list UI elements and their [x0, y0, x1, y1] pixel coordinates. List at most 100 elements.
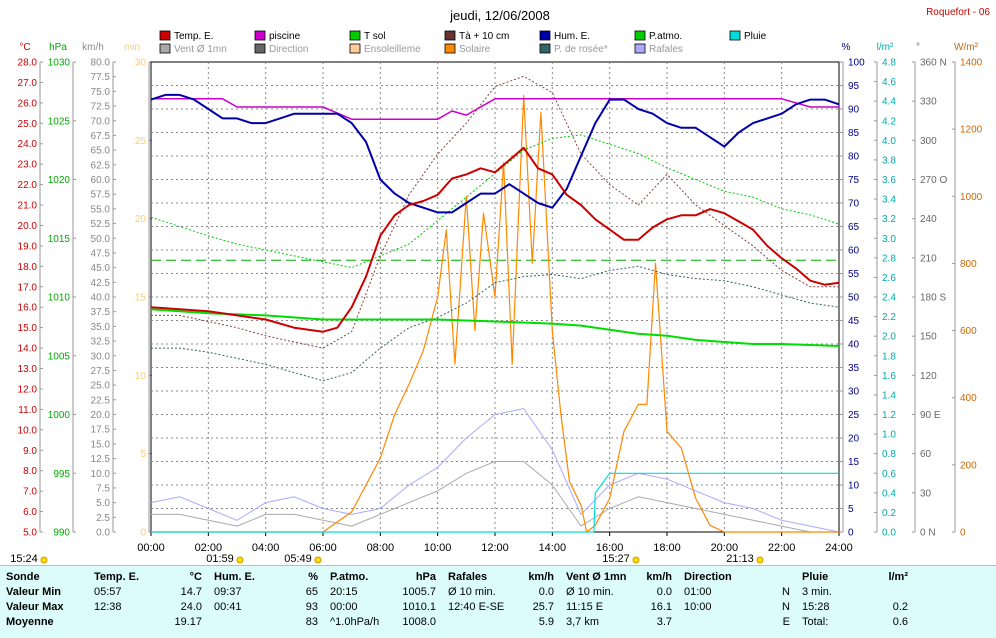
footer-row: E [684, 615, 794, 630]
press-tick-label: 1025 [48, 116, 71, 127]
wind-tick-label: 12.5 [91, 454, 111, 465]
footer-row: Total: 0.6 [802, 615, 912, 630]
press-tick-label: 1005 [48, 351, 71, 362]
marker-sun-icon [632, 556, 640, 564]
hum-tick-label: 85 [848, 128, 860, 139]
footer-header-unit: km/h [646, 571, 672, 583]
solar-tick-label: 600 [960, 326, 977, 337]
temp-tick-label: 24.0 [18, 139, 38, 150]
legend-swatch [159, 43, 171, 54]
legend-swatch [729, 30, 741, 41]
marker-sunset-icon [756, 556, 764, 564]
footer-header-unit: °C [189, 571, 202, 583]
solar-tick-label: 800 [960, 259, 977, 270]
wind-tick-label: 25.0 [91, 381, 111, 392]
x-tick-label: 14:00 [539, 542, 567, 554]
wind-tick-label: 77.5 [91, 72, 111, 83]
wind-tick-label: 10.0 [91, 469, 111, 480]
temp-tick-label: 12.0 [18, 384, 38, 395]
series-vent-1mn [151, 461, 839, 533]
hum-tick-label: 70 [848, 199, 860, 210]
wind-tick-label: 42.5 [91, 278, 111, 289]
hum-tick-label: 50 [848, 293, 860, 304]
rain-tick-label: 1.2 [882, 410, 896, 421]
legend-label: Vent Ø 1mn [174, 44, 227, 55]
temp-tick-label: 23.0 [18, 160, 38, 171]
footer-cell-value: 83 [305, 616, 318, 628]
legend-label: Hum. E. [554, 31, 590, 42]
marker-moon-set-icon [236, 556, 244, 564]
rain-tick-label: 4.8 [882, 58, 896, 69]
legend-label: P. de rosée* [554, 44, 608, 55]
rain-tick-label: 2.6 [882, 273, 896, 284]
legend-swatch [159, 30, 171, 41]
footer-cell-time: 09:37 [214, 586, 242, 598]
marker-sunrise-icon [314, 556, 322, 564]
statistics-footer: Sonde Valeur Min Valeur Max Moyenne Temp. E.… [0, 565, 996, 638]
hum-tick-label: 75 [848, 175, 860, 186]
dir-axis-unit: ° [916, 42, 920, 53]
wind-tick-label: 17.5 [91, 425, 111, 436]
wind-tick-label: 37.5 [91, 307, 111, 318]
footer-cell-value: 5.9 [538, 616, 554, 628]
legend-swatch [349, 43, 361, 54]
footer-cell-time: 12:38 [94, 601, 122, 613]
legend-swatch [539, 43, 551, 54]
footer-row: Valeur Min [6, 585, 86, 600]
marker-sunrise-prev-icon [40, 556, 48, 564]
axes: °C 5.0 6.0 7.0 8.0 9.0 10.0 11.0 12.0 13.0 14.0 15.… [18, 42, 983, 554]
wind-tick-label: 50.0 [91, 234, 111, 245]
wind-axis-unit: km/h [82, 42, 104, 53]
temp-tick-label: 11.0 [18, 405, 37, 416]
marker-sunset-label: 21:13 [726, 553, 754, 565]
temp-tick-label: 25.0 [18, 119, 38, 130]
footer-header-unit: km/h [528, 571, 554, 583]
press-tick-label: 1015 [48, 234, 71, 245]
rain-tick-label: 0.6 [882, 469, 896, 480]
hum-tick-label: 60 [848, 246, 860, 257]
rain-tick-label: 2.2 [882, 312, 896, 323]
wind-tick-label: 75.0 [91, 87, 111, 98]
wind-tick-label: 2.5 [96, 513, 110, 524]
wind-tick-label: 57.5 [91, 190, 111, 201]
hum-tick-label: 5 [848, 504, 854, 515]
footer-row: 19.17 [94, 615, 206, 630]
rain-tick-label: 1.8 [882, 351, 896, 362]
rain-tick-label: 0.4 [882, 488, 896, 499]
footer-col-4: Rafales km/h Ø 10 min. 0.0 12:40 E-SE 25.7 5.9 [448, 570, 558, 630]
temp-tick-label: 26.0 [18, 98, 38, 109]
legend-label: Direction [269, 44, 308, 55]
legend-swatch [254, 30, 266, 41]
footer-row: Moyenne [6, 615, 86, 630]
footer-cell-value: 16.1 [650, 601, 672, 613]
footer-row-label: Valeur Min [6, 586, 62, 598]
x-tick-label: 04:00 [252, 542, 280, 554]
solar-tick-label: 400 [960, 393, 977, 404]
chart-title: jeudi, 12/06/2008 [449, 8, 550, 23]
footer-cell-time: 12:40 E-SE [448, 601, 505, 613]
wind-tick-label: 5.0 [96, 498, 110, 509]
press-tick-label: 1000 [48, 410, 71, 421]
footer-header: Direction [684, 570, 794, 585]
solar-tick-label: 0 [960, 528, 966, 539]
dir-tick-label: 150 [920, 332, 937, 343]
footer-cell-value: N [782, 601, 790, 613]
dir-tick-label: 270 O [920, 175, 947, 186]
rain-tick-label: 1.4 [882, 390, 896, 401]
hum-tick-label: 40 [848, 340, 860, 351]
hum-tick-label: 35 [848, 363, 860, 374]
footer-header: Rafales km/h [448, 570, 558, 585]
hum-axis-unit: % [842, 42, 851, 53]
wind-tick-label: 30.0 [91, 351, 111, 362]
footer-header-label: Sonde [6, 571, 40, 583]
series-p-atmo [150, 134, 840, 269]
legend-swatch [444, 43, 456, 54]
footer-cell-value: 0.2 [892, 601, 908, 613]
footer-cell-time: 10:00 [684, 601, 712, 613]
footer-header-label: Vent Ø 1mn [566, 571, 627, 583]
wind-tick-label: 20.0 [91, 410, 111, 421]
station-name: Roquefort - 06 [926, 7, 990, 18]
series-t-10-cm [151, 75, 839, 349]
hum-tick-label: 45 [848, 316, 860, 327]
footer-cell-time: Total: [802, 616, 829, 628]
